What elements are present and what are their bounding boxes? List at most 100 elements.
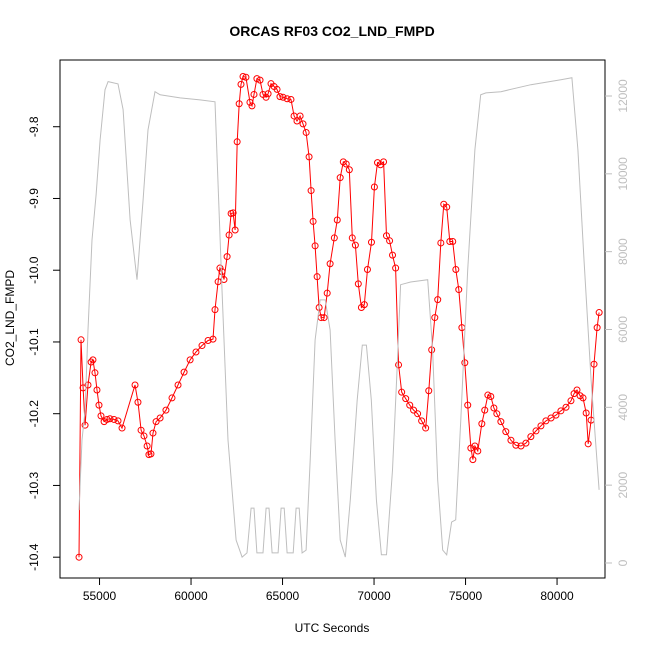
- data-point: [425, 387, 433, 395]
- data-point: [320, 314, 328, 322]
- x-tick-label: 65000: [266, 589, 300, 603]
- data-point: [75, 553, 83, 561]
- data-point: [233, 138, 241, 146]
- y2-tick-label: 2000: [616, 471, 630, 498]
- data-point: [333, 216, 341, 224]
- data-point: [216, 264, 224, 272]
- y2-tick-label: 8000: [616, 238, 630, 265]
- x-tick-label: 70000: [357, 589, 391, 603]
- data-point: [110, 415, 118, 423]
- data-point: [302, 128, 310, 136]
- x-tick-label: 80000: [540, 589, 574, 603]
- data-point: [309, 217, 317, 225]
- y2-tick-label: 0: [616, 559, 630, 566]
- data-point: [336, 174, 344, 182]
- y-axis-label: CO2_LND_FMPD: [3, 270, 17, 366]
- data-point: [532, 427, 540, 435]
- data-point: [97, 412, 105, 420]
- data-point: [223, 253, 231, 261]
- data-point: [256, 76, 264, 84]
- data-point: [91, 369, 99, 377]
- data-point: [311, 242, 319, 250]
- data-point: [464, 401, 472, 409]
- data-point: [237, 80, 245, 88]
- y-tick-label: -10.2: [27, 400, 41, 428]
- data-point: [455, 286, 463, 294]
- data-point: [579, 394, 587, 402]
- data-point: [283, 95, 291, 103]
- data-point: [542, 417, 550, 425]
- data-point: [214, 278, 222, 286]
- data-point: [595, 309, 603, 317]
- data-point: [345, 166, 353, 174]
- data-point: [552, 411, 560, 419]
- data-point: [593, 324, 601, 332]
- data-point: [557, 407, 565, 415]
- data-point: [437, 239, 445, 247]
- data-point: [299, 120, 307, 128]
- data-point: [180, 368, 188, 376]
- plot-box: [59, 59, 606, 579]
- data-point: [446, 238, 454, 246]
- data-point: [418, 417, 426, 425]
- data-point: [395, 361, 403, 369]
- data-point: [497, 418, 505, 426]
- data-point: [140, 432, 148, 440]
- data-point: [467, 444, 475, 452]
- data-point: [422, 424, 430, 432]
- data-point: [562, 403, 570, 411]
- data-point: [103, 415, 111, 423]
- data-point: [198, 342, 206, 350]
- data-point: [584, 440, 592, 448]
- data-point: [502, 428, 510, 436]
- data-point: [152, 418, 160, 426]
- y2-tick-label: 4000: [616, 394, 630, 421]
- data-point: [231, 226, 239, 234]
- data-point: [398, 388, 406, 396]
- data-point: [428, 346, 436, 354]
- data-point: [469, 456, 477, 464]
- data-point: [342, 160, 350, 168]
- data-point: [156, 414, 164, 422]
- data-point: [360, 301, 368, 309]
- data-point: [481, 406, 489, 414]
- data-point: [87, 358, 95, 366]
- data-point: [487, 392, 495, 400]
- data-point: [537, 422, 545, 430]
- y-tick-label: -10.0: [27, 256, 41, 284]
- data-point: [192, 348, 200, 356]
- data-point: [307, 187, 315, 195]
- data-point: [279, 93, 287, 101]
- data-point: [348, 234, 356, 242]
- data-point: [382, 232, 390, 240]
- data-point: [392, 264, 400, 272]
- data-point: [147, 450, 155, 458]
- data-point: [273, 85, 281, 93]
- data-point: [389, 251, 397, 259]
- data-point: [402, 395, 410, 403]
- data-point: [434, 296, 442, 304]
- data-point: [81, 421, 89, 429]
- data-point: [370, 183, 378, 191]
- y-tick-label: -9.9: [27, 188, 41, 209]
- data-point: [84, 381, 92, 389]
- data-point: [507, 436, 515, 444]
- data-point: [380, 158, 388, 166]
- data-point: [137, 426, 145, 434]
- data-point: [386, 237, 394, 245]
- data-point: [305, 153, 313, 161]
- data-point: [527, 433, 535, 441]
- data-point: [431, 314, 439, 322]
- data-point: [262, 93, 270, 101]
- data-point: [89, 356, 97, 364]
- x-tick-label: 60000: [174, 589, 208, 603]
- data-point: [287, 95, 295, 103]
- series-line: [78, 75, 600, 558]
- data-point: [452, 265, 460, 273]
- data-point: [490, 404, 498, 412]
- data-point: [567, 397, 575, 405]
- data-point: [131, 381, 139, 389]
- data-point: [225, 231, 233, 239]
- data-point: [218, 268, 226, 276]
- y-tick-label: -10.3: [27, 471, 41, 499]
